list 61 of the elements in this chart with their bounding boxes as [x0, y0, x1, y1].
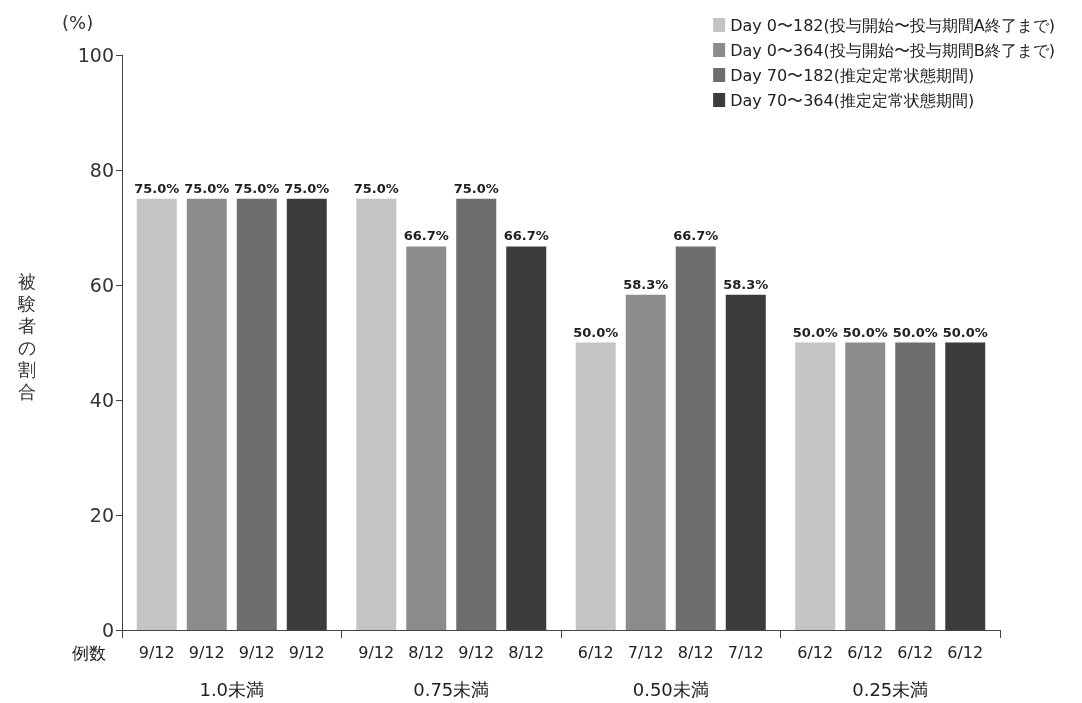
text: 9/12	[138, 642, 175, 662]
text: 6/12	[577, 642, 614, 662]
text: (%)	[62, 11, 94, 33]
data-label: 75.0%	[284, 180, 330, 196]
bar	[456, 198, 497, 630]
text: 7/12	[627, 642, 664, 662]
data-label: 66.7%	[673, 228, 719, 244]
bar	[795, 342, 836, 630]
text: 6/12	[947, 642, 984, 662]
data-label: 66.7%	[403, 228, 449, 244]
data-label: 75.0%	[134, 180, 180, 196]
data-label: 75.0%	[184, 180, 230, 196]
data-label: 66.7%	[503, 228, 549, 244]
text: 8/12	[408, 642, 445, 662]
bar	[186, 198, 227, 630]
x-tick-label: 0.25未満	[852, 678, 929, 700]
data-label: 75.0%	[453, 180, 499, 196]
bar	[675, 246, 716, 630]
bar	[406, 246, 447, 630]
legend-label: Day 70〜182(推定定常状態期間)	[730, 65, 975, 85]
text: 9/12	[238, 642, 275, 662]
text: 9/12	[288, 642, 325, 662]
y-axis-title: 被験者の割合	[17, 270, 36, 402]
data-label: 50.0%	[792, 324, 838, 340]
text: 7/12	[727, 642, 764, 662]
y-tick-label: 20	[89, 504, 114, 526]
data-label: 75.0%	[353, 180, 399, 196]
bar	[356, 198, 397, 630]
y-tick-label: 100	[77, 44, 114, 66]
data-label: 50.0%	[892, 324, 938, 340]
text: 例数	[72, 642, 106, 663]
text: 9/12	[458, 642, 495, 662]
text: 9/12	[188, 642, 225, 662]
bar	[845, 342, 886, 630]
legend-label: Day 0〜364(投与開始〜投与期間B終了まで)	[730, 40, 1055, 60]
data-label: 50.0%	[573, 324, 619, 340]
data-label: 50.0%	[842, 324, 888, 340]
x-tick-label: 0.75未満	[413, 678, 490, 700]
legend-label: Day 0〜182(投与開始〜投与期間A終了まで)	[730, 15, 1055, 35]
y-tick-label: 80	[89, 159, 114, 181]
x-tick-label: 1.0未満	[199, 678, 265, 700]
text: 9/12	[358, 642, 395, 662]
text: 6/12	[847, 642, 884, 662]
text: 8/12	[677, 642, 714, 662]
data-label: 50.0%	[942, 324, 988, 340]
y-tick-label: 0	[101, 619, 114, 641]
bar	[575, 342, 616, 630]
x-tick-label: 0.50未満	[632, 678, 709, 700]
data-label: 58.3%	[723, 276, 769, 292]
bar	[136, 198, 177, 630]
text: 8/12	[508, 642, 545, 662]
y-tick-label: 40	[89, 389, 114, 411]
legend-label: Day 70〜364(推定定常状態期間)	[730, 90, 975, 110]
text: 6/12	[797, 642, 834, 662]
text: 6/12	[897, 642, 934, 662]
bar	[625, 294, 666, 630]
data-label: 58.3%	[623, 276, 669, 292]
y-tick-label: 60	[89, 274, 114, 296]
bar	[895, 342, 936, 630]
bar	[236, 198, 277, 630]
data-label: 75.0%	[234, 180, 280, 196]
